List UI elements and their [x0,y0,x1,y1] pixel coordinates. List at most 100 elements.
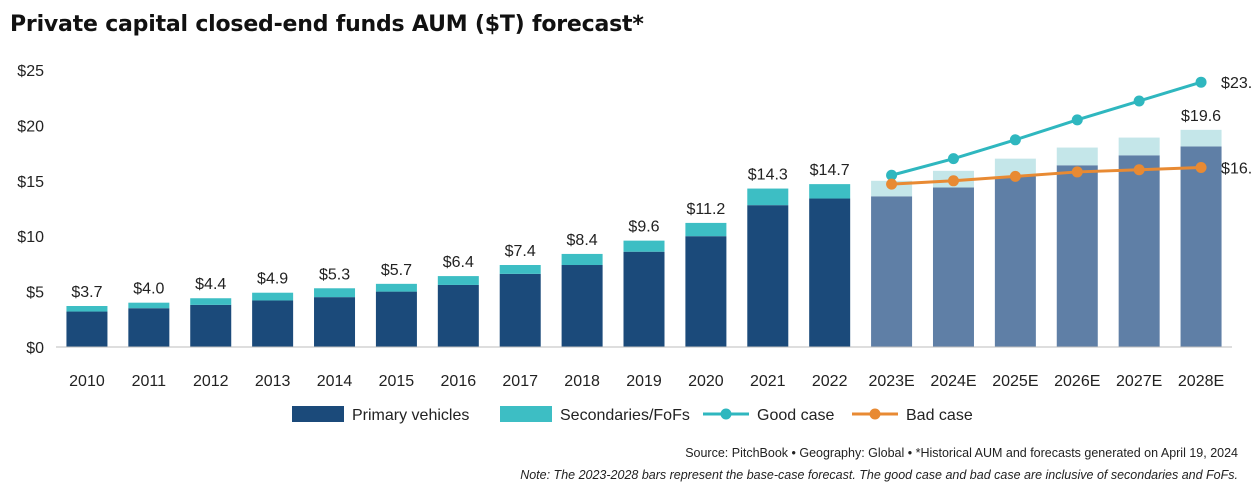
bad-case-point [1133,164,1145,176]
good-case-line [891,80,1202,177]
bar-primary-vehicles [252,300,294,347]
y-tick-label: $15 [17,174,44,191]
bar-primary-vehicles [1056,165,1098,347]
x-tick-label: 2015 [379,373,415,390]
bar-total-label: $14.3 [748,167,788,184]
bar-primary-vehicles [128,308,170,347]
bar-secondaries-fofs [1056,147,1098,166]
x-tick-label: 2012 [193,373,229,390]
good-case-point [1071,114,1083,126]
chart-title: Private capital closed-end funds AUM ($T… [10,12,644,37]
good-case-point [1195,76,1207,88]
bar-primary-vehicles [747,205,789,347]
bars-layer [66,129,1222,347]
bar-total-label: $19.6 [1181,108,1221,125]
x-tick-label: 2020 [688,373,724,390]
bar-total-label: $11.2 [686,201,725,218]
good-case-point [886,169,898,181]
bar-primary-vehicles [66,311,108,347]
bad-case-end-label: $16.1 [1221,161,1252,178]
x-tick-label: 2017 [502,373,538,390]
good-case-point [1133,95,1145,107]
x-tick-label: 2022 [812,373,848,390]
bar-secondaries-fofs [252,292,294,301]
bar-total-label: $8.4 [567,232,598,249]
x-tick-label: 2025E [992,373,1038,390]
bar-secondaries-fofs [128,302,170,309]
bar-primary-vehicles [809,198,851,347]
bar-primary-vehicles [685,236,727,347]
bar-primary-vehicles [314,297,356,347]
bar-primary-vehicles [437,284,479,347]
lines-layer [886,76,1207,190]
bad-case-point [947,175,959,187]
bad-case-line [891,166,1202,186]
bar-secondaries-fofs [747,188,789,206]
legend-swatch-primary [292,406,344,422]
bar-secondaries-fofs [561,253,603,266]
bad-case-point [886,178,898,190]
y-tick-label: $25 [17,63,44,80]
note-footer: Note: The 2023-2028 bars represent the b… [520,468,1238,482]
y-tick-label: $10 [17,229,44,246]
x-tick-label: 2019 [626,373,662,390]
good-case-point [1009,134,1021,146]
bar-total-label: $3.7 [71,284,102,301]
bar-secondaries-fofs [314,288,356,298]
legend: Primary vehicles Secondaries/FoFs Good cas… [292,406,973,424]
bar-secondaries-fofs [809,184,851,199]
y-tick-label: $0 [26,340,44,357]
legend-label-secondaries: Secondaries/FoFs [560,407,690,424]
x-tick-label: 2013 [255,373,291,390]
bar-primary-vehicles [375,291,417,347]
bar-total-label: $9.6 [628,219,659,236]
bar-total-label: $7.4 [505,243,536,260]
x-tick-label: 2024E [930,373,976,390]
bar-secondaries-fofs [1118,137,1160,156]
x-tick-label: 2021 [750,373,786,390]
good-case-point [947,153,959,165]
legend-swatch-secondaries [500,406,552,422]
x-tick-label: 2023E [868,373,914,390]
bar-primary-vehicles [932,187,974,347]
labels-layer: $3.7 $4.0 $4.4 $4.9 $5.3 $5.7 $6.4 $7.4 $8.4 $9.6… [71,75,1252,301]
bar-total-label: $6.4 [443,254,474,271]
x-tick-label: 2018 [564,373,600,390]
bar-primary-vehicles [1118,155,1160,347]
bad-case-point [1195,162,1207,174]
bar-secondaries-fofs [190,298,232,305]
x-tick-label: 2011 [132,373,167,390]
bar-total-label: $14.7 [810,162,850,179]
x-tick-label: 2014 [317,373,353,390]
bar-primary-vehicles [499,273,541,347]
x-tick-label: 2028E [1178,373,1224,390]
bar-secondaries-fofs [685,222,727,237]
legend-label-primary: Primary vehicles [352,407,469,424]
y-tick-label: $20 [17,118,44,135]
bar-primary-vehicles [994,176,1036,347]
bar-primary-vehicles [871,196,913,347]
legend-swatch-bad-dot [869,408,881,420]
source-footer: Source: PitchBook • Geography: Global • … [685,446,1238,460]
x-tick-label: 2010 [69,373,105,390]
axes-layer: $0 $5 $10 $15 $20 $25 2010 2011 2012 2013 2014 2015… [17,63,1232,390]
bar-total-label: $4.9 [257,271,288,288]
good-case-end-label: $23.7 [1221,75,1252,92]
bar-primary-vehicles [190,304,232,347]
bar-secondaries-fofs [1180,129,1222,147]
y-tick-label: $5 [26,285,44,302]
x-tick-label: 2026E [1054,373,1100,390]
bar-primary-vehicles [1180,146,1222,347]
bad-case-point [1009,170,1021,182]
x-tick-label: 2016 [441,373,477,390]
x-tick-label: 2027E [1116,373,1162,390]
bar-total-label: $4.0 [133,281,164,298]
bad-case-point [1071,166,1083,178]
bar-secondaries-fofs [994,158,1036,177]
bar-total-label: $5.7 [381,262,412,279]
bar-secondaries-fofs [66,306,108,312]
legend-label-bad: Bad case [906,407,973,424]
bar-secondaries-fofs [437,276,479,285]
legend-swatch-good-dot [720,408,732,420]
